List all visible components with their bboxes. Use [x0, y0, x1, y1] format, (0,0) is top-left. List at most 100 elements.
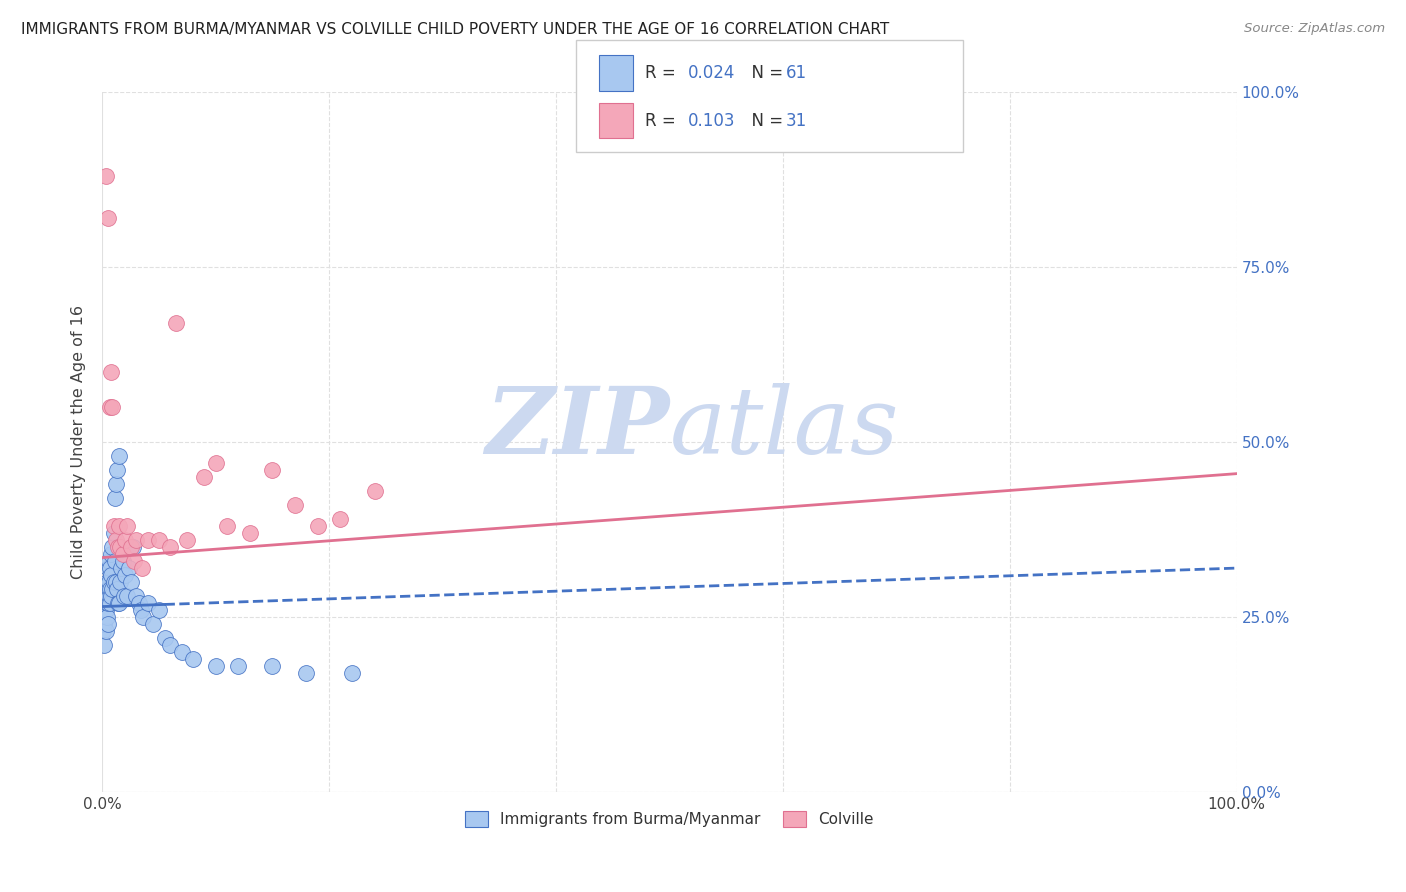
Point	[100, 568, 122, 582]
Point	[262, 463, 284, 477]
Text: 0.103: 0.103	[688, 112, 735, 129]
Point	[159, 540, 181, 554]
Point	[120, 575, 142, 590]
Text: IMMIGRANTS FROM BURMA/MYANMAR VS COLVILLE CHILD POVERTY UNDER THE AGE OF 16 CORR: IMMIGRANTS FROM BURMA/MYANMAR VS COLVILL…	[21, 22, 890, 37]
Point	[115, 519, 138, 533]
Y-axis label: Child Poverty Under the Age of 16: Child Poverty Under the Age of 16	[72, 305, 86, 579]
Point	[98, 554, 121, 568]
Point	[131, 561, 153, 575]
Text: ZIP: ZIP	[485, 384, 669, 473]
Point	[98, 589, 121, 603]
Point	[204, 659, 226, 673]
Point	[215, 519, 238, 533]
Point	[100, 547, 122, 561]
Point	[97, 617, 120, 632]
Point	[363, 484, 385, 499]
Text: atlas: atlas	[669, 384, 898, 473]
Point	[98, 400, 121, 414]
Point	[97, 561, 120, 575]
Text: 31: 31	[786, 112, 807, 129]
Point	[97, 211, 120, 226]
Point	[204, 456, 226, 470]
Point	[307, 519, 329, 533]
Point	[94, 582, 117, 596]
Point	[228, 659, 250, 673]
Point	[115, 589, 138, 603]
Point	[101, 582, 124, 596]
Point	[181, 652, 204, 666]
Point	[329, 512, 352, 526]
Point	[170, 645, 193, 659]
Point	[104, 554, 127, 568]
Point	[284, 498, 307, 512]
Point	[111, 554, 134, 568]
Point	[108, 449, 131, 463]
Point	[96, 596, 118, 610]
Point	[111, 547, 134, 561]
Point	[98, 582, 121, 596]
Point	[103, 575, 125, 590]
Point	[103, 519, 125, 533]
Point	[122, 554, 145, 568]
Point	[110, 575, 132, 590]
Point	[94, 624, 117, 638]
Text: R =: R =	[645, 64, 682, 82]
Text: 0.024: 0.024	[688, 64, 735, 82]
Text: N =: N =	[741, 112, 789, 129]
Point	[125, 589, 148, 603]
Point	[110, 561, 132, 575]
Legend: Immigrants from Burma/Myanmar, Colville: Immigrants from Burma/Myanmar, Colville	[458, 805, 880, 833]
Point	[100, 589, 122, 603]
Point	[93, 617, 115, 632]
Point	[108, 596, 131, 610]
Point	[98, 575, 121, 590]
Point	[101, 400, 124, 414]
Point	[262, 659, 284, 673]
Point	[148, 533, 170, 547]
Point	[93, 638, 115, 652]
Point	[105, 463, 128, 477]
Point	[98, 561, 121, 575]
Point	[96, 575, 118, 590]
Text: 61: 61	[786, 64, 807, 82]
Point	[159, 638, 181, 652]
Point	[97, 582, 120, 596]
Point	[100, 365, 122, 379]
Point	[105, 582, 128, 596]
Point	[136, 533, 159, 547]
Point	[107, 540, 129, 554]
Point	[128, 596, 150, 610]
Point	[104, 491, 127, 505]
Point	[94, 603, 117, 617]
Point	[165, 316, 187, 330]
Point	[93, 596, 115, 610]
Point	[193, 470, 215, 484]
Point	[120, 540, 142, 554]
Point	[132, 610, 155, 624]
Point	[114, 533, 136, 547]
Point	[340, 666, 363, 681]
Point	[136, 596, 159, 610]
Text: R =: R =	[645, 112, 682, 129]
Point	[176, 533, 198, 547]
Point	[104, 533, 127, 547]
Point	[98, 596, 121, 610]
Point	[125, 533, 148, 547]
Point	[142, 617, 165, 632]
Point	[112, 589, 135, 603]
Point	[104, 575, 127, 590]
Point	[94, 169, 117, 184]
Point	[96, 610, 118, 624]
Point	[121, 540, 143, 554]
Text: N =: N =	[741, 64, 789, 82]
Point	[93, 624, 115, 638]
Point	[97, 596, 120, 610]
Point	[101, 540, 124, 554]
Point	[103, 526, 125, 541]
Point	[148, 603, 170, 617]
Point	[104, 477, 127, 491]
Point	[129, 603, 152, 617]
Point	[107, 596, 129, 610]
Point	[108, 519, 131, 533]
Point	[110, 540, 132, 554]
